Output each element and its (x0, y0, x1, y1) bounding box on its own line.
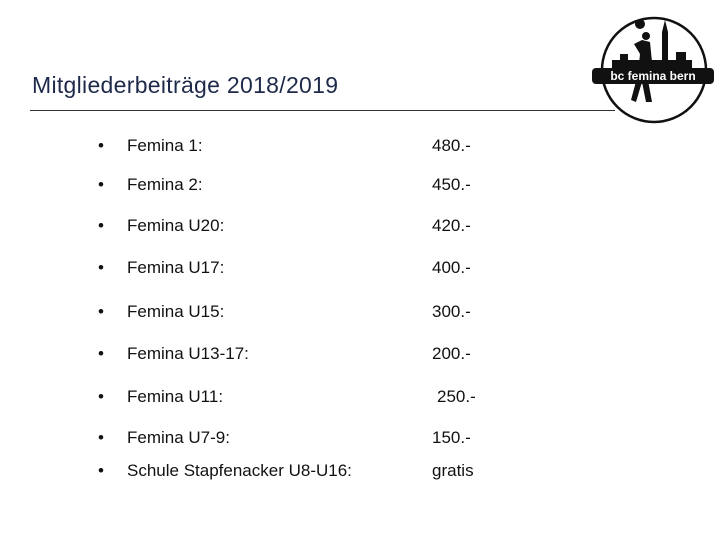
fee-amount: 420.- (432, 216, 471, 235)
title-rule (30, 110, 615, 111)
fee-row: • Femina U17: 400.- (0, 258, 720, 282)
fee-category: Femina U11: (127, 387, 224, 406)
fee-category: Femina U7-9: (127, 428, 230, 447)
bullet: • (98, 344, 104, 363)
fee-row: • Schule Stapfenacker U8-U16: gratis (0, 461, 720, 485)
fee-category: Femina 2: (127, 175, 203, 194)
fee-amount: 400.- (432, 258, 471, 277)
bullet: • (98, 387, 104, 406)
logo-skyline (612, 20, 692, 70)
logo: bc femina bern (592, 16, 714, 124)
fee-category: Femina U20: (127, 216, 225, 235)
bullet: • (98, 258, 104, 277)
fee-amount: 200.- (432, 344, 471, 363)
fee-row: • Femina 1: 480.- (0, 136, 720, 160)
bullet: • (98, 461, 104, 480)
fee-category: Femina U15: (127, 302, 225, 321)
fee-category: Femina U13-17: (127, 344, 249, 363)
bullet: • (98, 428, 104, 447)
fee-amount: 450.- (432, 175, 471, 194)
fee-amount: 250.- (437, 387, 476, 406)
bullet: • (98, 136, 104, 155)
fee-row: • Femina U7-9: 150.- (0, 428, 720, 452)
bullet: • (98, 175, 104, 194)
bullet: • (98, 216, 104, 235)
fee-category: Schule Stapfenacker U8-U16: (127, 461, 352, 480)
fee-category: Femina U17: (127, 258, 225, 277)
fee-row: • Femina 2: 450.- (0, 175, 720, 199)
fee-amount: 150.- (432, 428, 471, 447)
fee-amount: 300.- (432, 302, 471, 321)
bullet: • (98, 302, 104, 321)
fee-row: • Femina U13-17: 200.- (0, 344, 720, 368)
fee-amount: 480.- (432, 136, 471, 155)
logo-text: bc femina bern (610, 69, 695, 83)
slide-title: Mitgliederbeiträge 2018/2019 (32, 72, 339, 98)
logo-banner (592, 68, 714, 84)
fee-row: • Femina U11: 250.- (0, 387, 720, 411)
fee-row: • Femina U15: 300.- (0, 302, 720, 326)
fee-amount: gratis (432, 461, 474, 480)
fee-category: Femina 1: (127, 136, 203, 155)
fee-row: • Femina U20: 420.- (0, 216, 720, 240)
